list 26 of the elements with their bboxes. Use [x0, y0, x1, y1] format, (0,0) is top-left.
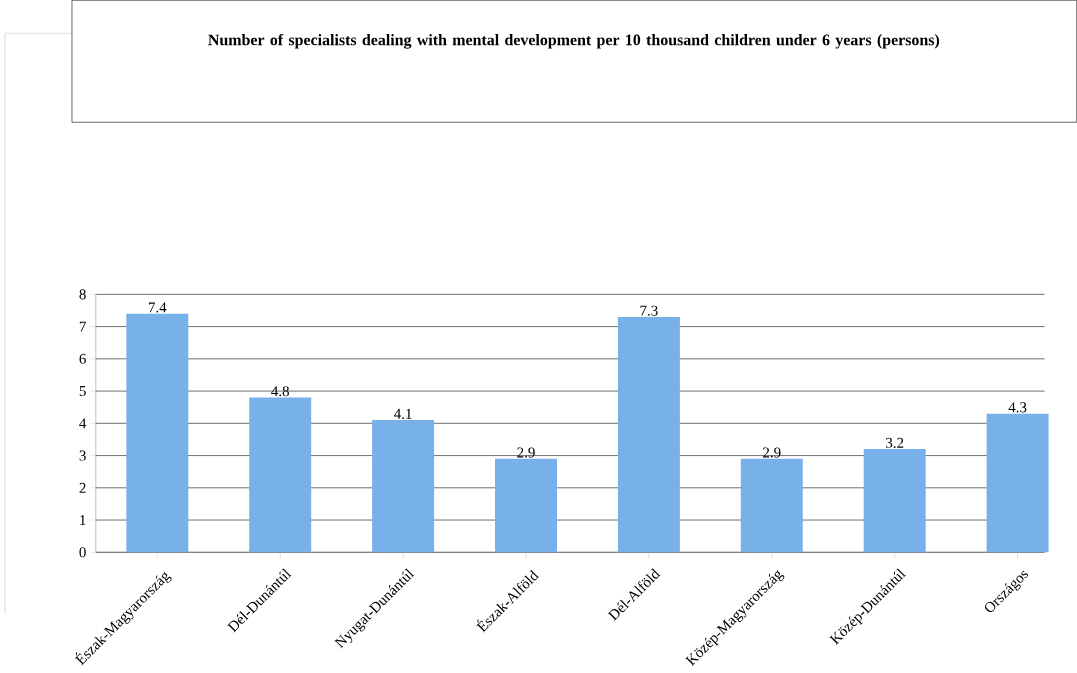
y-tick-label: 4	[79, 418, 87, 429]
data-label: 7.3	[640, 305, 658, 316]
data-label: 2.9	[517, 447, 535, 458]
data-label: 4.3	[1008, 402, 1027, 413]
data-label: 2.9	[763, 447, 781, 458]
bar	[617, 316, 680, 553]
y-tick-label: 6	[79, 353, 86, 364]
y-tick-label: 7	[79, 321, 86, 332]
chart-title: Number of specialists dealing with mental development per 10 thousand children under 6 years (persons)	[208, 33, 940, 49]
bar	[249, 397, 312, 553]
bar	[126, 313, 189, 553]
y-tick-label: 3	[79, 450, 86, 461]
bar	[740, 458, 803, 553]
y-tick-label: 5	[79, 385, 86, 396]
data-label: 3.2	[886, 437, 904, 448]
bar	[863, 448, 926, 553]
data-label: 4.8	[271, 386, 289, 397]
bar	[495, 458, 557, 553]
y-tick-label: 8	[79, 289, 86, 300]
data-label: 7.4	[148, 302, 167, 313]
y-tick-label: 0	[79, 547, 86, 558]
bar	[986, 413, 1049, 553]
y-tick-label: 2	[79, 482, 86, 493]
bar	[372, 419, 435, 553]
data-label: 4.1	[394, 408, 412, 419]
y-tick-label: 1	[80, 514, 86, 525]
